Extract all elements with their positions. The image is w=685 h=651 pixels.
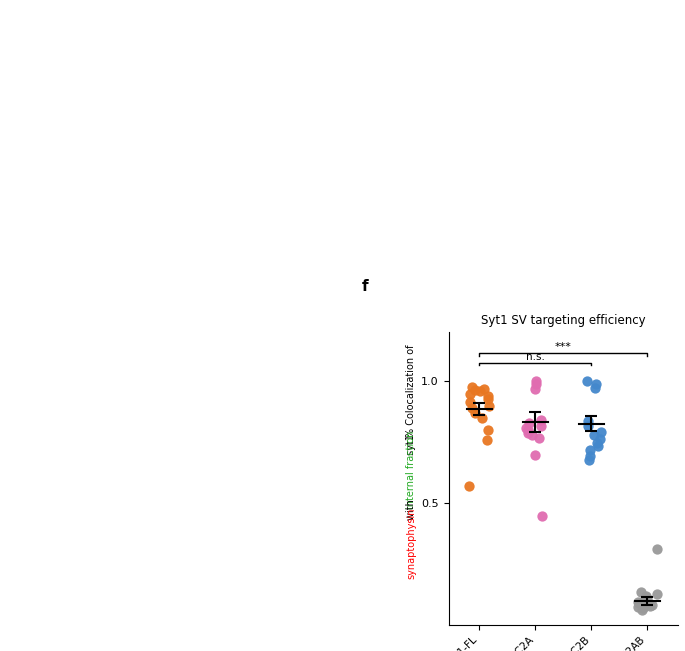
Point	[475, 386, 486, 396]
Text: ***: ***	[555, 342, 572, 352]
Point	[536, 510, 547, 521]
Point	[638, 603, 649, 613]
Text: % Colocalization of: % Colocalization of	[406, 344, 416, 437]
Point	[651, 589, 662, 600]
Point	[482, 391, 493, 401]
Point	[530, 383, 540, 394]
Point	[479, 383, 490, 394]
Point	[590, 379, 601, 389]
Point	[640, 592, 651, 603]
Point	[652, 544, 663, 555]
Text: n.s.: n.s.	[526, 352, 545, 361]
Point	[582, 421, 593, 431]
Point	[584, 454, 595, 465]
Point	[634, 598, 645, 609]
Point	[530, 450, 540, 460]
Point	[645, 601, 656, 611]
Text: with: with	[406, 496, 416, 519]
Point	[466, 403, 477, 413]
Text: f: f	[362, 279, 368, 294]
Point	[639, 594, 650, 605]
Text: synaptophysin: synaptophysin	[406, 507, 416, 579]
Point	[535, 421, 546, 431]
Point	[647, 600, 658, 610]
Text: syt1: syt1	[406, 432, 416, 455]
Point	[590, 383, 601, 393]
Point	[523, 418, 534, 428]
Point	[585, 450, 596, 461]
Point	[483, 425, 494, 436]
Point	[483, 401, 494, 411]
Point	[464, 481, 475, 492]
Point	[588, 430, 599, 441]
Point	[641, 594, 652, 604]
Point	[531, 379, 542, 389]
Point	[470, 408, 481, 419]
Point	[534, 432, 545, 443]
Point	[476, 413, 487, 423]
Point	[636, 604, 647, 615]
Point	[640, 591, 651, 602]
Point	[582, 415, 593, 426]
Point	[582, 376, 593, 386]
Point	[523, 425, 534, 436]
Point	[522, 428, 533, 438]
Point	[530, 376, 541, 386]
Point	[464, 388, 475, 398]
Point	[481, 435, 492, 445]
Point	[632, 597, 643, 607]
Point	[641, 596, 652, 606]
Point	[464, 397, 475, 408]
Point	[595, 434, 606, 444]
Point	[521, 422, 532, 433]
Point	[536, 415, 547, 426]
Point	[482, 393, 493, 404]
Text: internal fraction: internal fraction	[406, 430, 416, 509]
Point	[632, 602, 643, 613]
Point	[593, 441, 603, 452]
Point	[591, 437, 602, 448]
Point	[584, 445, 595, 455]
Point	[469, 385, 480, 395]
Point	[467, 381, 478, 392]
Point	[595, 426, 606, 437]
Point	[636, 587, 647, 597]
Title: Syt1 SV targeting efficiency: Syt1 SV targeting efficiency	[481, 314, 646, 327]
Point	[526, 430, 537, 441]
